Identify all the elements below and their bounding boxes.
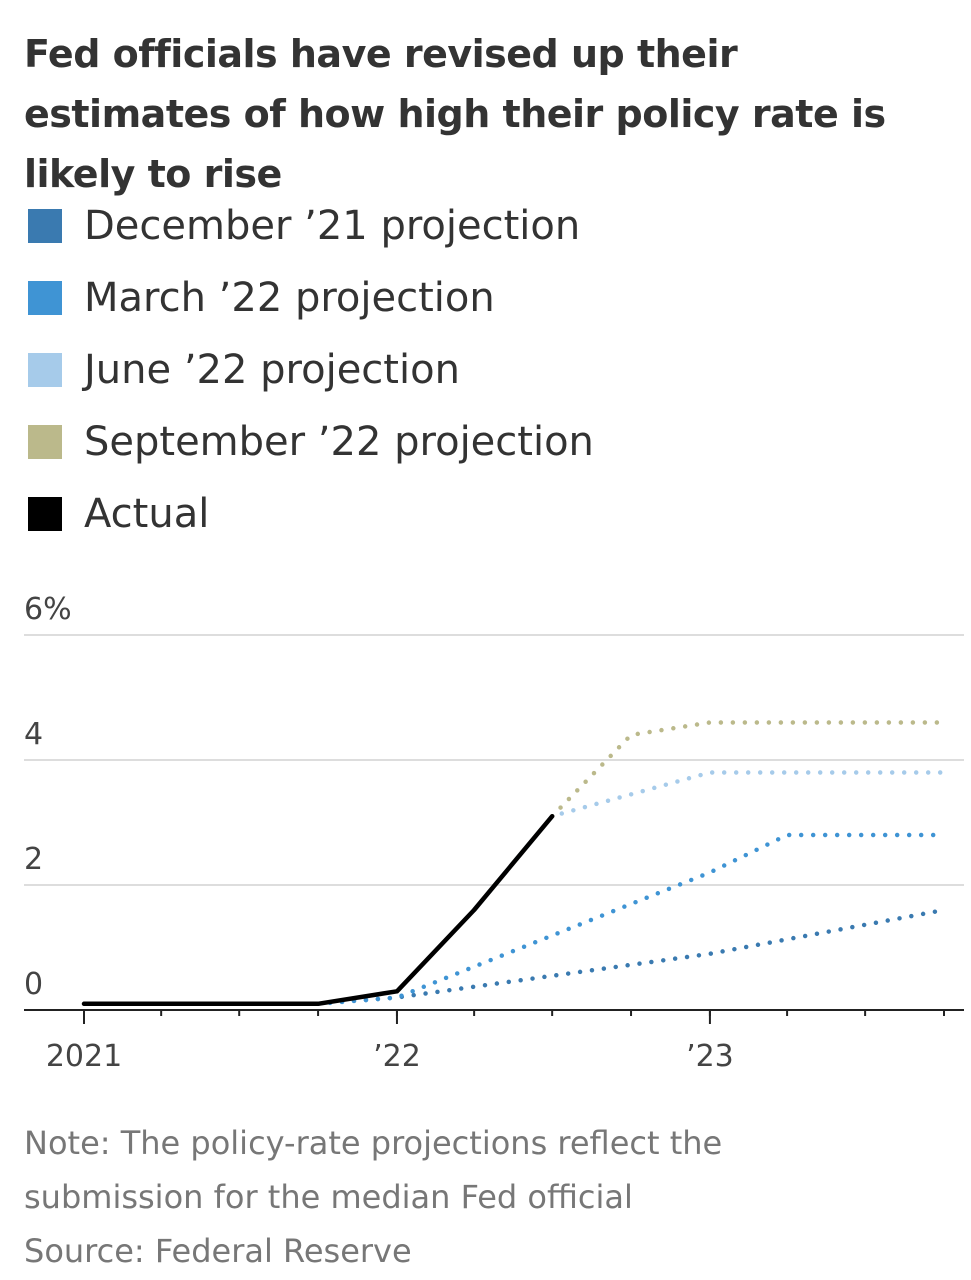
legend-item: Actual [28, 478, 594, 550]
x-tick-label: ’22 [373, 1039, 421, 1074]
line-chart: 0 2 4 6% 2021 ’22 ’23 [24, 592, 964, 1074]
legend-label: March ’22 projection [84, 275, 495, 321]
series-line [471, 770, 947, 913]
legend-swatch [28, 497, 62, 531]
legend-item: September ’22 projection [28, 406, 594, 478]
series-line [549, 720, 947, 819]
legend-label: December ’21 projection [84, 203, 581, 249]
note-line-2: submission for the median Fed official [24, 1178, 633, 1216]
y-tick-label: 6% [24, 592, 72, 627]
legend-swatch [28, 425, 62, 459]
y-tick-label: 2 [24, 842, 43, 877]
legend: December ’21 projection March ’22 project… [28, 190, 594, 550]
y-tick-label: 0 [24, 967, 43, 1002]
legend-swatch [28, 209, 62, 243]
note-line-1: Note: The policy-rate projections reflec… [24, 1124, 723, 1162]
series-line [315, 907, 947, 1007]
legend-label: September ’22 projection [84, 419, 594, 465]
legend-item: December ’21 projection [28, 190, 594, 262]
legend-swatch [28, 353, 62, 387]
source-text: Source: Federal Reserve [24, 1232, 412, 1270]
legend-item: March ’22 projection [28, 262, 594, 334]
legend-label: June ’22 projection [84, 347, 460, 393]
series-line [315, 832, 947, 1007]
chart-title: Fed officials have revised up their esti… [24, 32, 886, 196]
x-tick-label: 2021 [46, 1039, 122, 1074]
series-line [81, 813, 555, 1007]
footnote: Note: The policy-rate projections reflec… [24, 1116, 954, 1278]
y-tick-label: 4 [24, 717, 43, 752]
legend-label: Actual [84, 491, 210, 537]
legend-swatch [28, 281, 62, 315]
legend-item: June ’22 projection [28, 334, 594, 406]
x-tick-label: ’23 [686, 1039, 734, 1074]
